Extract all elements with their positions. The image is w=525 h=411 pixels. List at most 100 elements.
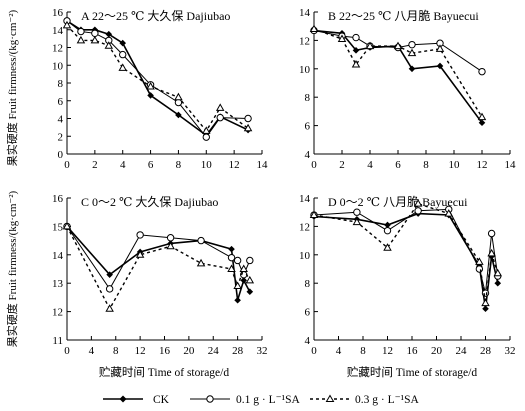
y-tick-label: 15 — [52, 221, 64, 233]
y-tick-label: 16 — [52, 193, 64, 205]
x-tick-label: 16 — [159, 345, 171, 357]
x-tick-label: 14 — [505, 159, 517, 171]
point-sa01 — [475, 265, 484, 273]
point-ck — [105, 30, 113, 38]
x-tick-label: 8 — [423, 159, 429, 171]
y-tick-label: 14 — [299, 193, 311, 205]
point-sa03 — [104, 41, 114, 49]
point-sa01 — [91, 29, 99, 37]
point-sa03 — [351, 60, 361, 68]
series-line-sa01 — [66, 20, 249, 138]
x-tick-label: 4 — [367, 159, 373, 171]
legend-marker-ck — [119, 395, 127, 403]
y-tick-label: 6 — [58, 96, 64, 108]
y-tick-label: 11 — [52, 335, 63, 347]
point-ck — [482, 305, 489, 313]
y-tick-label: 14 — [52, 25, 64, 37]
point-sa01 — [487, 229, 496, 238]
x-tick-label: 12 — [382, 345, 393, 357]
point-sa03 — [309, 210, 319, 219]
legend: CK 0.1 g · L⁻¹SA 0.3 g · L⁻¹SA — [103, 394, 420, 406]
point-sa03 — [487, 248, 496, 257]
x-axis-label-left: 贮藏时间 Time of storage/d — [99, 365, 229, 379]
chart-panel-c: 11 12 13 14 15 16 0 4 8 12 16 20 24 28 32 C 0～2 ℃ 大久保 D… — [52, 193, 268, 357]
point-sa01 — [136, 231, 144, 239]
point-sa01 — [478, 67, 486, 76]
x-tick-label: 12 — [229, 159, 240, 171]
point-sa03 — [105, 304, 114, 312]
point-sa03 — [245, 275, 255, 284]
point-ck — [147, 92, 154, 99]
point-sa01 — [202, 133, 210, 141]
point-sa03 — [477, 112, 487, 121]
y-tick-label: 13 — [52, 278, 64, 290]
point-sa03 — [383, 243, 392, 251]
x-tick-label: 8 — [176, 159, 182, 171]
y-axis-label-bottom: 果实硬度 Fruit firmness/(kg·cm⁻²) — [5, 190, 19, 347]
y-tick-label: 12 — [299, 35, 310, 47]
x-tick-label: 24 — [456, 345, 468, 357]
point-sa03 — [146, 82, 155, 90]
x-tick-label: 6 — [395, 159, 401, 171]
point-ck — [384, 221, 391, 229]
point-ck — [408, 65, 416, 73]
point-sa01 — [197, 236, 205, 245]
point-sa03 — [62, 221, 72, 230]
x-tick-label: 14 — [257, 159, 269, 171]
panel-title-c: C 0～2 ℃ 大久保 Dajiubao — [81, 195, 218, 209]
point-sa03 — [444, 209, 454, 217]
x-tick-label: 6 — [148, 159, 154, 171]
point-sa03 — [227, 264, 236, 272]
point-sa03 — [407, 48, 417, 57]
y-tick-label: 12 — [52, 307, 63, 319]
x-tick-label: 4 — [89, 345, 95, 357]
point-sa01 — [383, 226, 392, 235]
point-sa03 — [118, 63, 127, 71]
point-sa01 — [352, 33, 360, 42]
point-sa03 — [239, 264, 248, 272]
point-sa03 — [393, 41, 403, 50]
x-tick-label: 0 — [64, 345, 70, 357]
x-tick-label: 28 — [480, 345, 492, 357]
panel-title-d: D 0～2 ℃ 八月脆 Bayuecui — [328, 194, 468, 209]
series-line-sa03 — [66, 226, 251, 311]
x-tick-label: 8 — [360, 345, 366, 357]
point-ck — [175, 111, 182, 119]
y-tick-label: 16 — [52, 7, 64, 19]
x-tick-label: 2 — [339, 159, 345, 171]
point-sa03 — [309, 24, 319, 33]
x-tick-label: 16 — [407, 345, 419, 357]
legend-label-sa01: 0.1 g · L⁻¹SA — [236, 394, 301, 406]
series-line-ck — [313, 212, 499, 309]
chart-panel-a: 0 2 4 6 8 10 12 14 16 0 2 4 6 8 10 12 14 A 22～25 ℃ 大久保 Da… — [52, 7, 268, 171]
point-sa03 — [196, 258, 206, 267]
point-sa01 — [481, 289, 490, 297]
y-tick-label: 14 — [299, 7, 311, 19]
point-sa01 — [166, 234, 175, 242]
chart-panel-b: 4 6 8 10 12 14 0 2 4 6 8 10 12 14 B 22～25 ℃ 八月脆 Bayuec… — [299, 7, 516, 171]
legend-label-sa03: 0.3 g · L⁻¹SA — [355, 394, 420, 406]
point-sa03 — [215, 103, 225, 111]
y-tick-label: 8 — [58, 78, 64, 90]
y-tick-label: 10 — [299, 64, 311, 76]
point-sa03 — [475, 257, 484, 265]
point-ck — [119, 39, 127, 47]
point-sa03 — [365, 41, 375, 50]
point-ck — [246, 288, 254, 296]
y-axis-label-top: 果实硬度 Fruit firmness/(kg·cm⁻²) — [5, 9, 19, 166]
point-ck — [436, 62, 444, 70]
x-tick-label: 0 — [311, 159, 317, 171]
x-tick-label: 4 — [120, 159, 126, 171]
y-tick-label: 10 — [299, 250, 311, 262]
point-sa03 — [135, 250, 145, 258]
x-axis-label-right: 贮藏时间 Time of storage/d — [347, 365, 477, 379]
point-sa01 — [227, 253, 236, 262]
point-sa01 — [105, 285, 114, 293]
x-tick-label: 2 — [92, 159, 98, 171]
legend-marker-sa01 — [206, 395, 214, 403]
point-sa03 — [493, 268, 503, 277]
point-sa01 — [233, 256, 242, 265]
point-sa03 — [337, 34, 347, 42]
point-sa03 — [243, 123, 253, 132]
